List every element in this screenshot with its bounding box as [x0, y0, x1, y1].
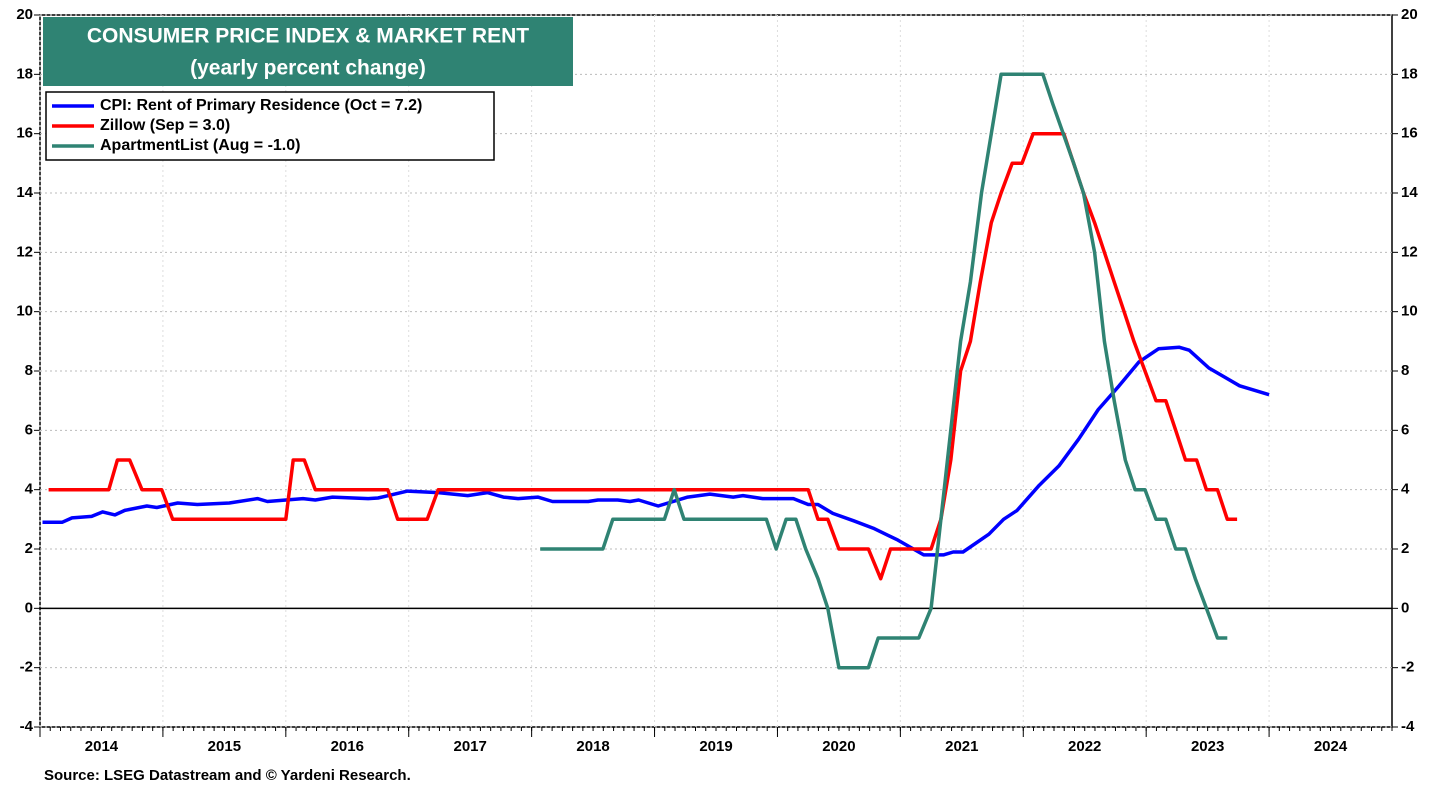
x-tick-label: 2021	[945, 738, 978, 755]
x-tick-label: 2017	[453, 738, 486, 755]
y2-tick-label: 2	[1401, 540, 1409, 557]
y2-tick-label: 8	[1401, 362, 1409, 379]
grid: -4 -2 0 2 4 6 8 10 12 14 16 18 20 -4 -2 0 2 4 6 8 10 12 14 16 18…	[16, 6, 1418, 755]
y-tick-label: 8	[25, 362, 33, 379]
y-tick-label: -4	[20, 718, 34, 735]
y-tick-label: 6	[25, 421, 33, 438]
legend-label: Zillow (Sep = 3.0)	[100, 117, 230, 134]
y2-tick-label: 14	[1401, 184, 1418, 201]
y-tick-label: -2	[20, 659, 33, 676]
x-tick-label: 2024	[1314, 738, 1348, 755]
chart-title: CONSUMER PRICE INDEX & MARKET RENT	[87, 25, 529, 48]
y2-tick-label: 16	[1401, 125, 1418, 142]
x-tick-label: 2015	[208, 738, 241, 755]
legend-entries: CPI: Rent of Primary Residence (Oct = 7.…	[52, 97, 422, 154]
y2-tick-label: 12	[1401, 243, 1418, 260]
y2-tick-label: 20	[1401, 6, 1418, 23]
chart-subtitle: (yearly percent change)	[190, 57, 426, 80]
x-tick-label: 2018	[576, 738, 609, 755]
y-tick-label: 2	[25, 540, 33, 557]
y2-tick-label: 10	[1401, 303, 1418, 320]
series-line	[48, 131, 1238, 581]
y-tick-label: 4	[25, 481, 34, 498]
y-tick-label: 14	[16, 184, 33, 201]
y-tick-label: 12	[16, 243, 33, 260]
series-line	[42, 345, 1270, 557]
x-tick-label: 2016	[331, 738, 364, 755]
y-tick-label: 18	[16, 65, 33, 82]
y2-tick-label: -2	[1401, 659, 1414, 676]
y-tick-label: 0	[25, 599, 33, 616]
legend	[45, 91, 495, 161]
x-tick-label: 2014	[85, 738, 119, 755]
y-tick-label: 10	[16, 303, 33, 320]
legend-label: ApartmentList (Aug = -1.0)	[100, 137, 300, 154]
y-tick-label: 20	[16, 6, 33, 23]
x-tick-label: 2020	[822, 738, 855, 755]
y-tick-label: 16	[16, 125, 33, 142]
x-tick-label: 2023	[1191, 738, 1224, 755]
y2-tick-label: 18	[1401, 65, 1418, 82]
series-line	[540, 72, 1228, 670]
y2-tick-label: 0	[1401, 599, 1409, 616]
y2-tick-label: 4	[1401, 481, 1410, 498]
y2-tick-label: -4	[1401, 718, 1415, 735]
source: Source: LSEG Datastream and © Yardeni Re…	[44, 767, 411, 784]
x-tick-label: 2022	[1068, 738, 1101, 755]
y2-tick-label: 6	[1401, 421, 1409, 438]
x-tick-label: 2019	[699, 738, 732, 755]
title-box	[43, 17, 573, 86]
legend-label: CPI: Rent of Primary Residence (Oct = 7.…	[100, 97, 422, 114]
lines	[42, 72, 1270, 670]
